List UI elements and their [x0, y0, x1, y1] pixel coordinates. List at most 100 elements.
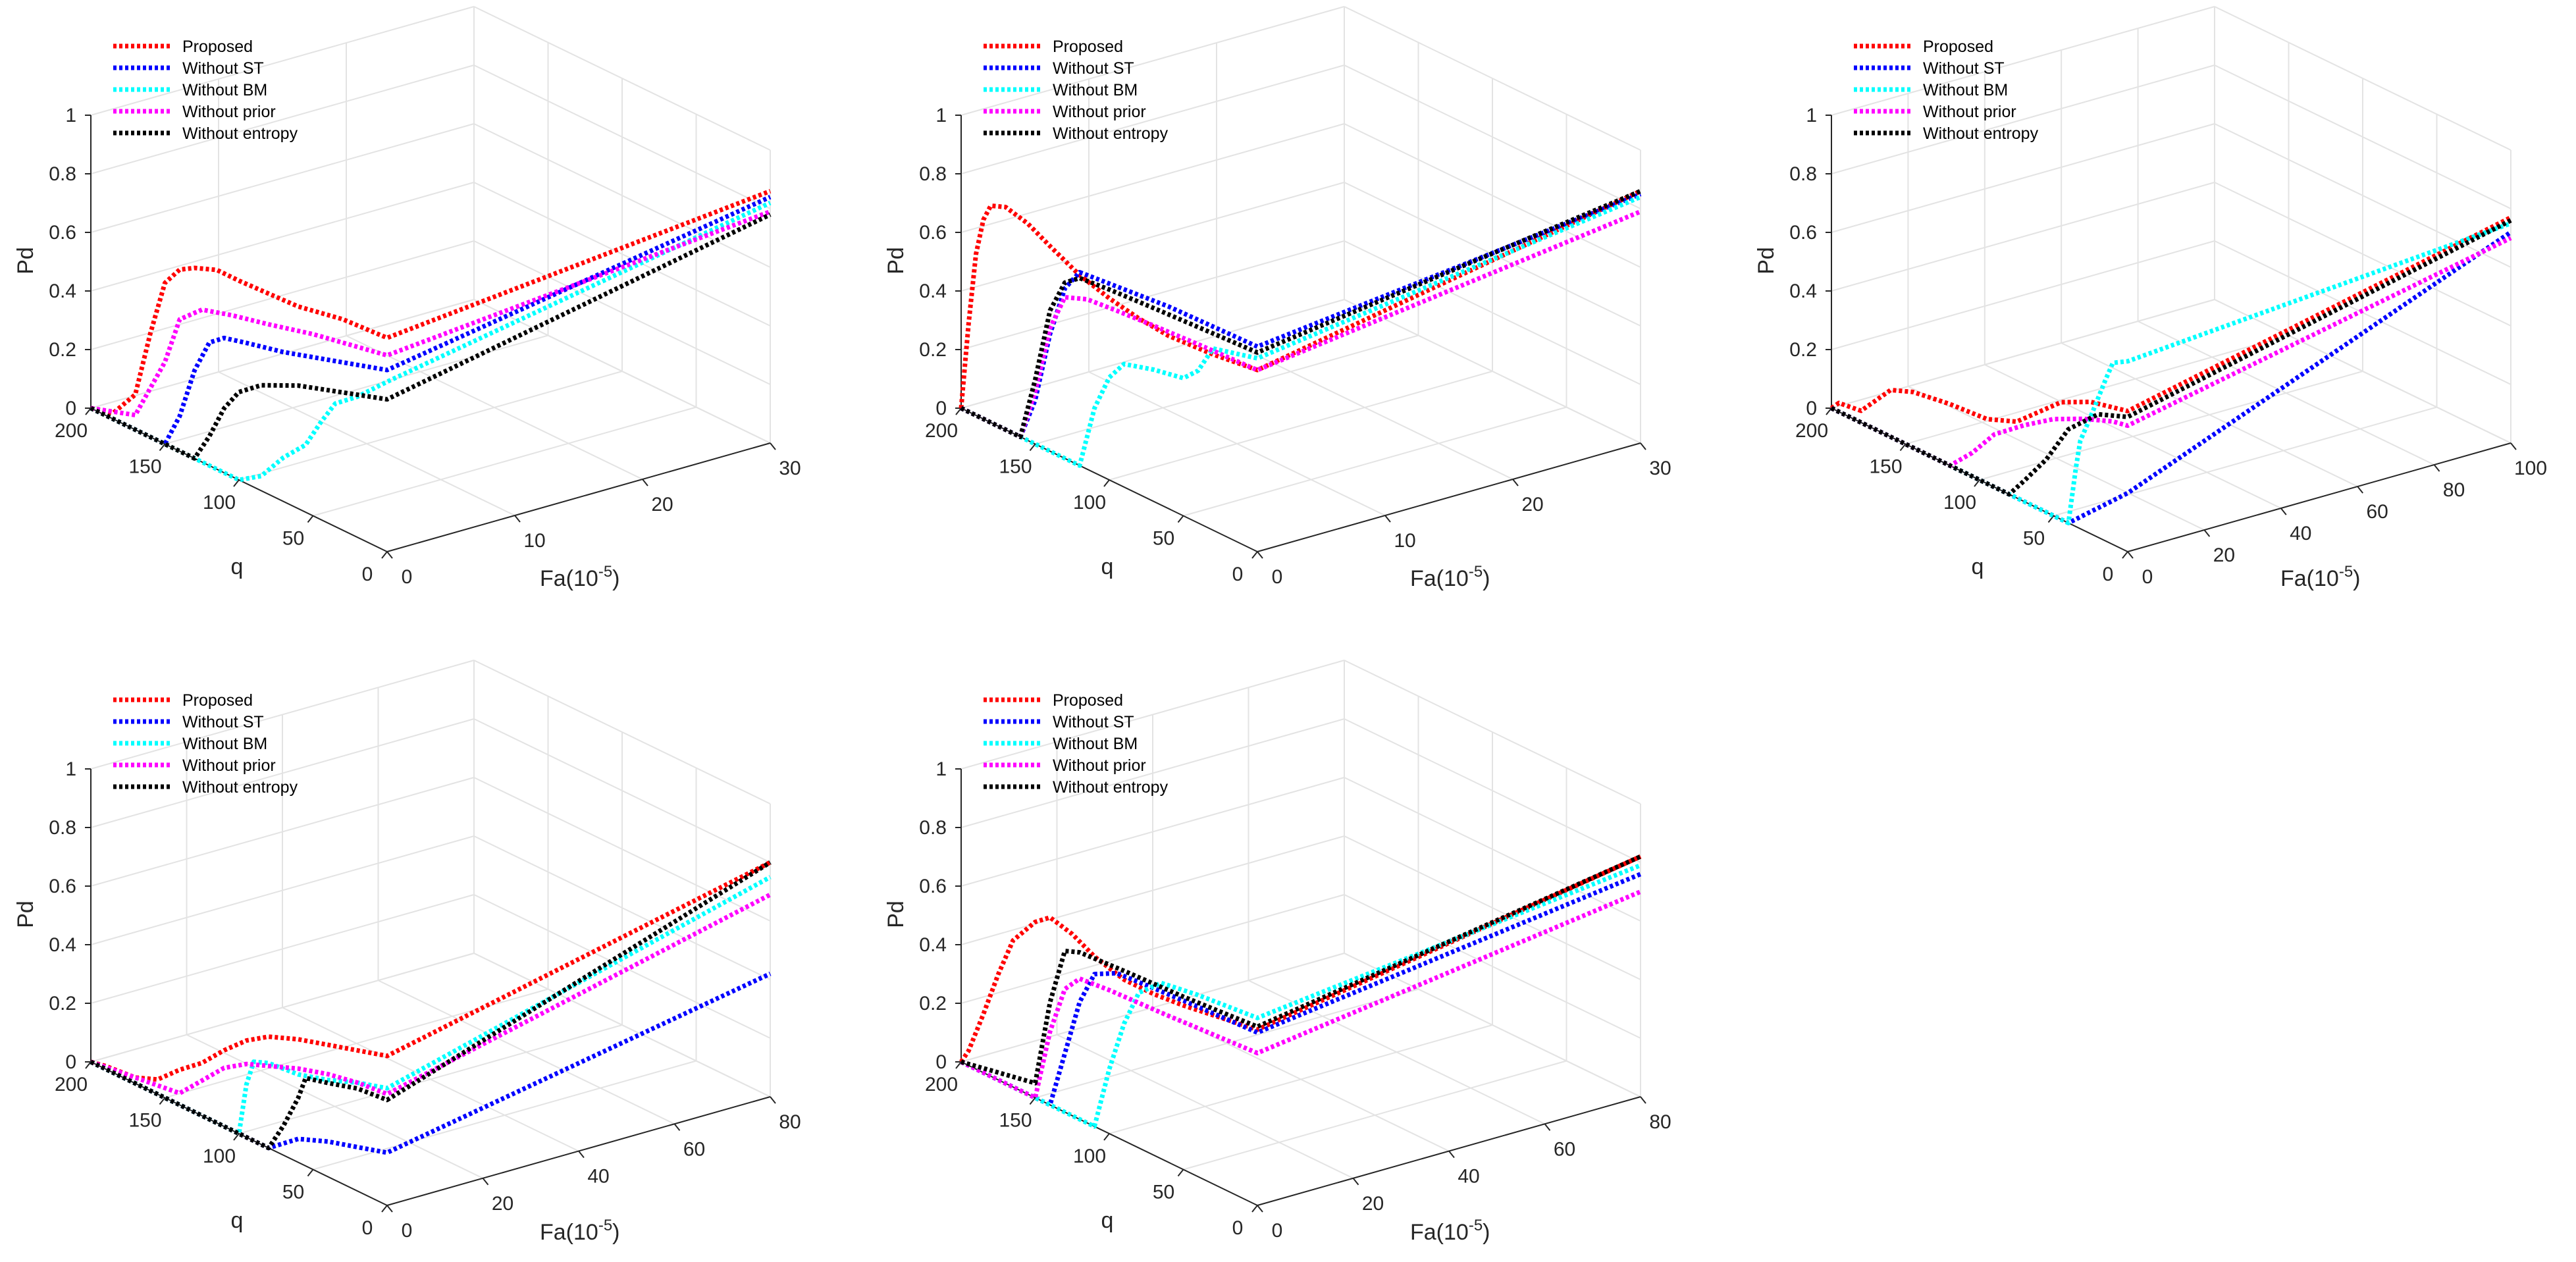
- y-axis-label-close: ): [1483, 1220, 1490, 1245]
- y-axis-label-base: Fa(10: [540, 566, 598, 591]
- y-tick-mark: [1384, 515, 1391, 523]
- z-tick-label: 0.8: [919, 163, 947, 185]
- z-tick-label: 0.6: [49, 876, 76, 897]
- y-axis-line: [386, 442, 771, 552]
- y-tick-label: 80: [1649, 1111, 1671, 1133]
- z-tick-label: 0: [65, 1051, 76, 1073]
- grid-line: [960, 123, 1345, 233]
- y-tick-label: 0: [402, 1220, 413, 1242]
- y-tick-label: 30: [779, 458, 801, 479]
- x-tick-mark: [1103, 479, 1110, 487]
- x-tick-label: 100: [1073, 1145, 1106, 1167]
- z-tick-label: 0: [935, 398, 947, 419]
- y-tick-label: 20: [1362, 1193, 1384, 1215]
- y-tick-label: 80: [2443, 479, 2465, 501]
- y-axis-label-base: Fa(10: [1410, 566, 1469, 591]
- y-tick-mark: [482, 1178, 489, 1186]
- series-line-without-entropy: [960, 854, 1642, 1086]
- y-tick-mark: [770, 442, 776, 450]
- z-tick-label: 0.2: [49, 339, 76, 361]
- y-tick-label: 40: [2290, 523, 2311, 544]
- z-tick-label: 0: [65, 398, 76, 419]
- legend: Proposed Without ST Without BM Without prio…: [1854, 38, 2039, 143]
- series-line-without-bm: [960, 863, 1642, 1129]
- grid-line: [1035, 334, 1419, 445]
- x-tick-mark: [233, 1133, 240, 1141]
- y-tick-mark: [2203, 529, 2211, 537]
- y-axis-label-exponent: -5: [598, 1217, 612, 1234]
- y-tick-mark: [1257, 551, 1263, 559]
- series-line-without-bm: [90, 200, 772, 483]
- y-tick-mark: [1640, 1096, 1646, 1104]
- y-tick-label: 40: [587, 1166, 609, 1188]
- grid-line: [1831, 6, 2215, 116]
- z-tick-label: 0.2: [1789, 339, 1817, 361]
- z-axis-label: Pd: [1754, 247, 1779, 275]
- legend-label: Proposed: [182, 691, 253, 710]
- y-tick-mark: [642, 479, 648, 486]
- legend-label: Proposed: [182, 38, 253, 56]
- z-tick-label: 0.6: [919, 222, 947, 244]
- x-tick-label: 150: [999, 1110, 1032, 1132]
- y-tick-label: 10: [1394, 530, 1415, 552]
- x-tick-label: 100: [1073, 492, 1106, 513]
- series-line-without-st: [960, 872, 1642, 1107]
- x-tick-label: 100: [203, 1145, 236, 1167]
- z-tick-label: 0: [1806, 398, 1817, 419]
- series-line-without-entropy: [1830, 218, 2512, 497]
- grid-line: [313, 1060, 697, 1170]
- x-tick-label: 0: [362, 564, 373, 585]
- y-tick-mark: [2433, 464, 2440, 472]
- grid-line: [165, 334, 548, 445]
- grid-line: [1831, 65, 2215, 174]
- z-axis-label: Pd: [13, 247, 38, 275]
- y-axis-label-exponent: -5: [598, 563, 612, 581]
- y-axis-label-close: ): [612, 1220, 619, 1245]
- x-tick-mark: [85, 1061, 92, 1069]
- z-tick-label: 0.2: [919, 339, 947, 361]
- series-line-without-entropy: [90, 860, 772, 1151]
- x-tick-mark: [955, 1061, 962, 1069]
- x-tick-label: 150: [128, 456, 161, 478]
- y-tick-label: 0: [402, 566, 413, 588]
- legend-label: Without BM: [1923, 81, 2008, 99]
- series-line-without-bm: [90, 875, 772, 1136]
- x-tick-label: 0: [1232, 1217, 1244, 1239]
- series-line-without-st: [1830, 230, 2512, 525]
- z-axis-label: Pd: [13, 901, 38, 928]
- series-line-proposed: [959, 854, 1642, 1063]
- legend-label: Proposed: [1053, 691, 1123, 710]
- x-tick-mark: [1103, 1133, 1110, 1141]
- x-axis-label: q: [231, 1208, 244, 1233]
- legend-label: Without entropy: [1053, 778, 1169, 797]
- x-tick-label: 200: [55, 1074, 88, 1095]
- series-line-proposed: [959, 189, 1642, 409]
- x-axis-label: q: [1101, 554, 1114, 579]
- y-axis-label: Fa(10-5): [1410, 563, 1490, 591]
- y-axis-label-exponent: -5: [1469, 563, 1483, 581]
- x-tick-label: 200: [925, 1074, 958, 1095]
- legend-label: Without BM: [182, 735, 267, 753]
- series-line-without-prior: [960, 889, 1642, 1100]
- x-tick-label: 200: [55, 420, 88, 442]
- grid-line: [1183, 406, 1567, 517]
- y-tick-mark: [514, 515, 521, 523]
- y-axis-label-base: Fa(10: [2280, 566, 2339, 591]
- grid-line: [960, 6, 1345, 116]
- y-tick-label: 40: [1458, 1166, 1479, 1188]
- legend-label: Without prior: [182, 103, 276, 121]
- x-tick-label: 150: [128, 1110, 161, 1132]
- legend: Proposed Without ST Without BM Without prio…: [113, 691, 298, 797]
- x-tick-mark: [1826, 408, 1832, 415]
- legend-label: Without entropy: [182, 124, 298, 143]
- z-tick-label: 0.8: [49, 817, 76, 839]
- x-axis-label: q: [231, 554, 244, 579]
- y-axis-label-close: ): [2353, 566, 2360, 591]
- series-line-proposed: [90, 189, 772, 415]
- y-axis-label: Fa(10-5): [540, 563, 620, 591]
- y-tick-mark: [1257, 1205, 1263, 1213]
- z-axis-label: Pd: [883, 247, 908, 275]
- grid-line: [960, 65, 1345, 174]
- legend: Proposed Without ST Without BM Without prio…: [113, 38, 298, 143]
